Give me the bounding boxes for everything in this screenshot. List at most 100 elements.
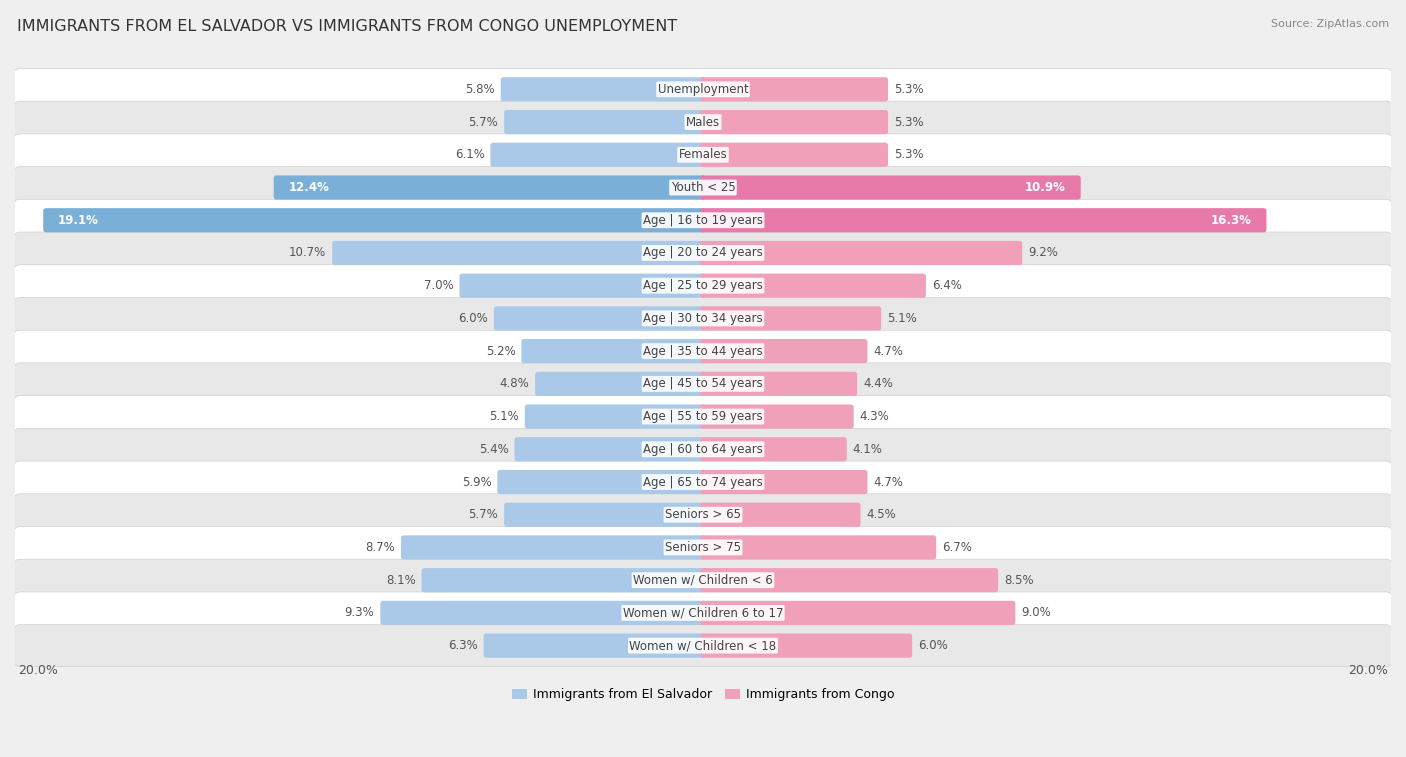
Text: Age | 35 to 44 years: Age | 35 to 44 years [643, 344, 763, 357]
Text: 19.1%: 19.1% [58, 213, 98, 227]
FancyBboxPatch shape [700, 307, 882, 331]
FancyBboxPatch shape [700, 404, 853, 428]
Text: 10.9%: 10.9% [1025, 181, 1066, 194]
Text: 8.1%: 8.1% [387, 574, 416, 587]
FancyBboxPatch shape [381, 601, 706, 625]
FancyBboxPatch shape [14, 494, 1392, 536]
FancyBboxPatch shape [700, 110, 889, 134]
FancyBboxPatch shape [515, 438, 706, 462]
Text: Males: Males [686, 116, 720, 129]
FancyBboxPatch shape [14, 396, 1392, 438]
FancyBboxPatch shape [700, 208, 1267, 232]
Text: 4.5%: 4.5% [866, 508, 896, 522]
FancyBboxPatch shape [460, 273, 706, 298]
Text: Age | 30 to 34 years: Age | 30 to 34 years [643, 312, 763, 325]
Text: Age | 65 to 74 years: Age | 65 to 74 years [643, 475, 763, 488]
FancyBboxPatch shape [700, 339, 868, 363]
Text: 5.7%: 5.7% [468, 508, 498, 522]
Text: 5.8%: 5.8% [465, 83, 495, 96]
FancyBboxPatch shape [14, 265, 1392, 307]
Text: 5.4%: 5.4% [479, 443, 509, 456]
FancyBboxPatch shape [700, 77, 889, 101]
FancyBboxPatch shape [14, 527, 1392, 569]
FancyBboxPatch shape [700, 142, 889, 167]
Text: Women w/ Children < 18: Women w/ Children < 18 [630, 639, 776, 652]
Text: Females: Females [679, 148, 727, 161]
Text: 5.3%: 5.3% [894, 116, 924, 129]
Text: 9.0%: 9.0% [1021, 606, 1050, 619]
FancyBboxPatch shape [700, 535, 936, 559]
FancyBboxPatch shape [700, 176, 1081, 200]
Text: 5.9%: 5.9% [461, 475, 492, 488]
Text: Women w/ Children 6 to 17: Women w/ Children 6 to 17 [623, 606, 783, 619]
FancyBboxPatch shape [700, 470, 868, 494]
Text: 12.4%: 12.4% [288, 181, 329, 194]
FancyBboxPatch shape [14, 592, 1392, 634]
Text: 5.7%: 5.7% [468, 116, 498, 129]
Text: 4.3%: 4.3% [859, 410, 889, 423]
FancyBboxPatch shape [536, 372, 706, 396]
Text: Seniors > 75: Seniors > 75 [665, 541, 741, 554]
FancyBboxPatch shape [14, 330, 1392, 372]
FancyBboxPatch shape [700, 503, 860, 527]
FancyBboxPatch shape [422, 568, 706, 592]
FancyBboxPatch shape [44, 208, 706, 232]
FancyBboxPatch shape [14, 101, 1392, 143]
Text: 4.7%: 4.7% [873, 344, 903, 357]
Text: Age | 45 to 54 years: Age | 45 to 54 years [643, 377, 763, 391]
FancyBboxPatch shape [700, 634, 912, 658]
Text: 6.7%: 6.7% [942, 541, 972, 554]
Text: Unemployment: Unemployment [658, 83, 748, 96]
Text: 5.1%: 5.1% [489, 410, 519, 423]
Text: 6.3%: 6.3% [449, 639, 478, 652]
FancyBboxPatch shape [14, 298, 1392, 339]
Text: IMMIGRANTS FROM EL SALVADOR VS IMMIGRANTS FROM CONGO UNEMPLOYMENT: IMMIGRANTS FROM EL SALVADOR VS IMMIGRANT… [17, 19, 678, 34]
Text: Age | 60 to 64 years: Age | 60 to 64 years [643, 443, 763, 456]
FancyBboxPatch shape [491, 142, 706, 167]
Text: Age | 16 to 19 years: Age | 16 to 19 years [643, 213, 763, 227]
FancyBboxPatch shape [401, 535, 706, 559]
Text: Youth < 25: Youth < 25 [671, 181, 735, 194]
FancyBboxPatch shape [14, 232, 1392, 274]
Text: 6.1%: 6.1% [454, 148, 485, 161]
Text: 5.2%: 5.2% [485, 344, 516, 357]
Text: 20.0%: 20.0% [18, 664, 58, 677]
Text: 10.7%: 10.7% [290, 247, 326, 260]
Text: 16.3%: 16.3% [1211, 213, 1251, 227]
Text: Age | 55 to 59 years: Age | 55 to 59 years [643, 410, 763, 423]
FancyBboxPatch shape [700, 372, 858, 396]
Text: 5.1%: 5.1% [887, 312, 917, 325]
FancyBboxPatch shape [14, 199, 1392, 241]
FancyBboxPatch shape [332, 241, 706, 265]
FancyBboxPatch shape [14, 167, 1392, 208]
Text: 8.7%: 8.7% [366, 541, 395, 554]
Text: 7.0%: 7.0% [423, 279, 454, 292]
Text: 8.5%: 8.5% [1004, 574, 1033, 587]
FancyBboxPatch shape [14, 68, 1392, 111]
FancyBboxPatch shape [522, 339, 706, 363]
Text: 9.2%: 9.2% [1028, 247, 1057, 260]
FancyBboxPatch shape [14, 559, 1392, 601]
FancyBboxPatch shape [274, 176, 706, 200]
FancyBboxPatch shape [14, 461, 1392, 503]
FancyBboxPatch shape [501, 77, 706, 101]
Legend: Immigrants from El Salvador, Immigrants from Congo: Immigrants from El Salvador, Immigrants … [506, 684, 900, 706]
FancyBboxPatch shape [498, 470, 706, 494]
FancyBboxPatch shape [14, 625, 1392, 667]
Text: 5.3%: 5.3% [894, 83, 924, 96]
Text: Women w/ Children < 6: Women w/ Children < 6 [633, 574, 773, 587]
FancyBboxPatch shape [700, 241, 1022, 265]
Text: 6.0%: 6.0% [918, 639, 948, 652]
Text: 9.3%: 9.3% [344, 606, 374, 619]
Text: Seniors > 65: Seniors > 65 [665, 508, 741, 522]
Text: 4.8%: 4.8% [499, 377, 529, 391]
Text: Age | 25 to 29 years: Age | 25 to 29 years [643, 279, 763, 292]
Text: Age | 20 to 24 years: Age | 20 to 24 years [643, 247, 763, 260]
FancyBboxPatch shape [494, 307, 706, 331]
FancyBboxPatch shape [14, 134, 1392, 176]
FancyBboxPatch shape [700, 273, 927, 298]
Text: 4.4%: 4.4% [863, 377, 893, 391]
Text: Source: ZipAtlas.com: Source: ZipAtlas.com [1271, 19, 1389, 29]
Text: 20.0%: 20.0% [1348, 664, 1388, 677]
Text: 6.4%: 6.4% [932, 279, 962, 292]
